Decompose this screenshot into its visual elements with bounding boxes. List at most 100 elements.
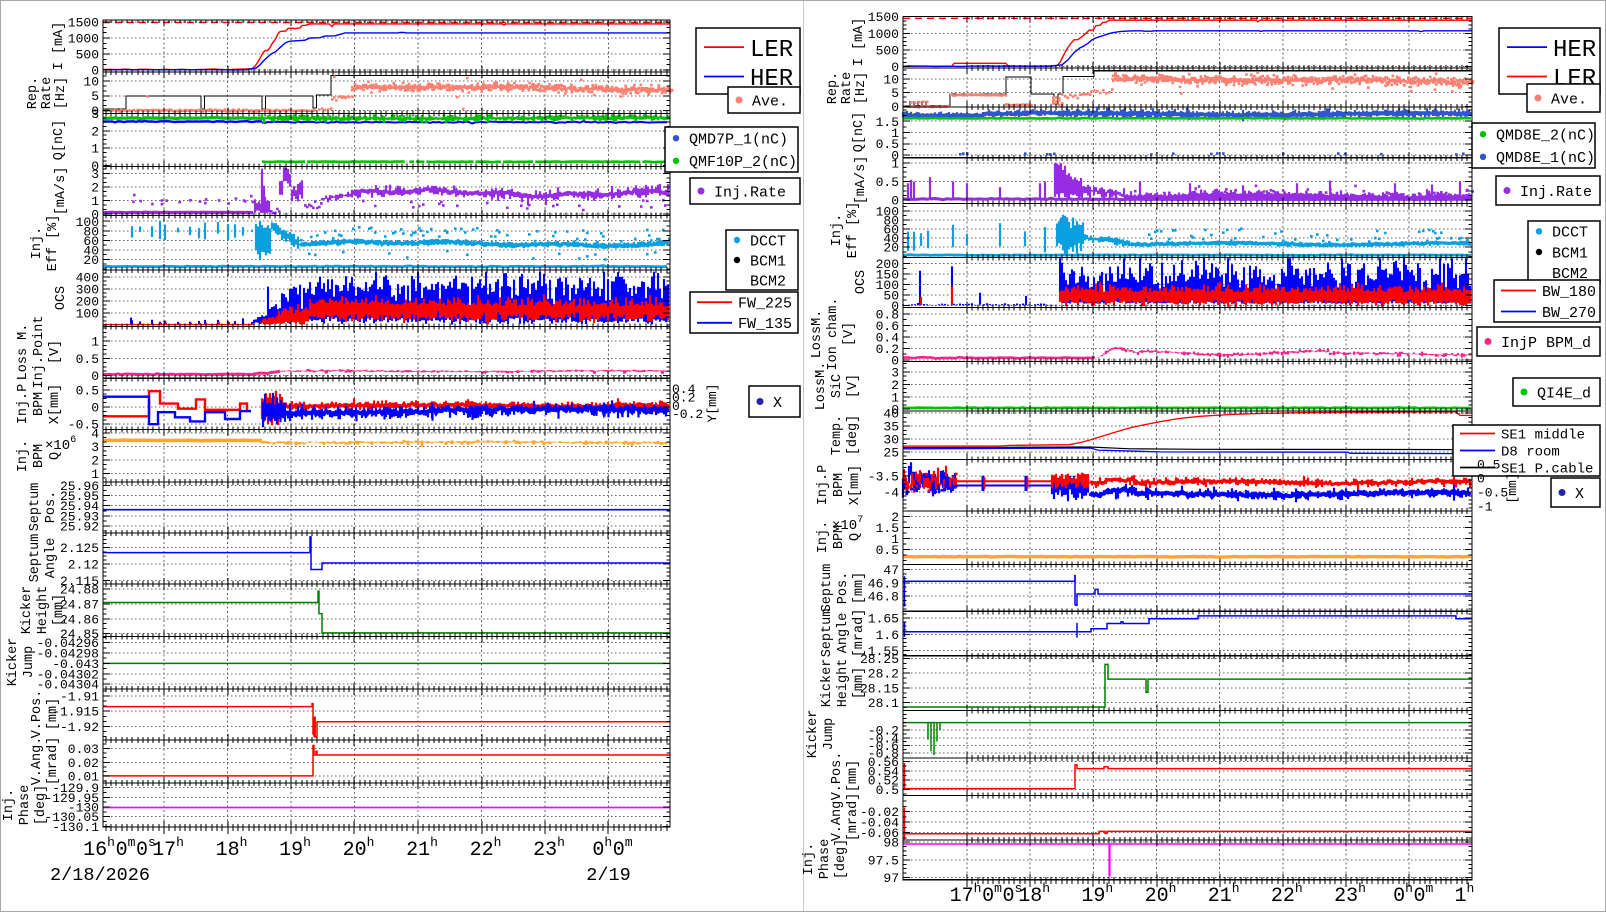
svg-text:LossM.: LossM. (814, 362, 829, 411)
svg-text:23h: 23h (1334, 881, 1366, 908)
svg-text:47: 47 (883, 563, 899, 578)
svg-text:[mm]: [mm] (1505, 472, 1520, 503)
svg-text:0.2: 0.2 (672, 390, 695, 405)
svg-text:28.1: 28.1 (868, 696, 899, 711)
svg-text:0.4: 0.4 (672, 382, 696, 397)
svg-text:[deg]: [deg] (834, 839, 849, 880)
svg-text:0.01: 0.01 (68, 770, 99, 785)
svg-text:35: 35 (883, 420, 899, 435)
svg-text:-0.06: -0.06 (860, 826, 899, 841)
svg-text:20h: 20h (343, 835, 375, 862)
svg-text:BCM2: BCM2 (750, 273, 786, 290)
svg-text:1.65: 1.65 (868, 612, 899, 627)
svg-text:60: 60 (883, 223, 899, 238)
svg-text:0.5: 0.5 (76, 383, 99, 398)
svg-text:QMD8E_1(nC): QMD8E_1(nC) (1496, 150, 1595, 167)
svg-text:SE1 P.cable: SE1 P.cable (1501, 462, 1593, 478)
svg-text:1: 1 (91, 142, 99, 157)
svg-text:100: 100 (76, 307, 99, 322)
svg-text:[mm]: [mm] (852, 667, 867, 699)
svg-text:OCS: OCS (854, 270, 869, 294)
svg-text:500: 500 (876, 43, 899, 58)
svg-text:40: 40 (883, 407, 899, 422)
svg-text:Kicker: Kicker (6, 638, 21, 687)
svg-text:-0.04298: -0.04298 (37, 647, 99, 662)
svg-text:17h 0m 0s: 17h 0m 0s (950, 881, 1023, 908)
svg-text:80: 80 (883, 213, 899, 228)
svg-text:0.54: 0.54 (868, 764, 899, 779)
svg-text:Septum: Septum (820, 564, 835, 613)
svg-text:BPM: BPM (832, 525, 847, 549)
svg-text:1h: 1h (1454, 881, 1474, 908)
svg-text:28.15: 28.15 (860, 681, 899, 696)
svg-text:Inj.: Inj. (830, 214, 845, 246)
svg-text:25.96: 25.96 (60, 479, 99, 494)
svg-text:21h: 21h (1208, 881, 1240, 908)
svg-text:-0.04296: -0.04296 (37, 636, 99, 651)
svg-text:0: 0 (891, 403, 899, 418)
svg-text:1: 1 (891, 126, 899, 141)
svg-text:LossM.: LossM. (810, 310, 825, 359)
svg-text:Y[mm]: Y[mm] (705, 383, 720, 422)
svg-text:25.95: 25.95 (60, 489, 99, 504)
svg-text:1000: 1000 (868, 27, 899, 42)
svg-text:-129.9: -129.9 (52, 781, 99, 796)
svg-text:I [mA]: I [mA] (852, 18, 867, 67)
svg-text:DCCT: DCCT (750, 233, 786, 250)
svg-text:Rep.: Rep. (26, 77, 41, 109)
svg-text:-0.04302: -0.04302 (37, 667, 99, 682)
svg-text:0: 0 (91, 159, 99, 174)
svg-text:10: 10 (883, 73, 899, 88)
svg-text:18h: 18h (1018, 881, 1050, 908)
svg-text:1.5: 1.5 (876, 521, 899, 536)
svg-text:4: 4 (91, 427, 99, 442)
svg-text:3: 3 (91, 107, 99, 122)
svg-text:[mm]: [mm] (852, 572, 867, 604)
svg-text:BPM: BPM (832, 473, 847, 497)
svg-text:SE1 middle: SE1 middle (1501, 428, 1585, 444)
svg-text:-130.05: -130.05 (44, 810, 99, 825)
svg-text:5: 5 (91, 89, 99, 104)
svg-text:-0.04: -0.04 (860, 816, 899, 831)
svg-text:28.2: 28.2 (868, 667, 899, 682)
svg-text:×106: ×106 (45, 435, 76, 454)
svg-text:-0.6: -0.6 (868, 739, 899, 754)
svg-text:[V]: [V] (48, 340, 63, 364)
svg-text:Inj.: Inj. (2, 789, 17, 821)
svg-text:Inj.: Inj. (30, 227, 45, 259)
svg-text:Q: Q (848, 533, 863, 541)
svg-text:20h: 20h (1145, 881, 1177, 908)
svg-text:×107: ×107 (832, 515, 863, 534)
svg-text:2/19: 2/19 (586, 865, 630, 886)
svg-text:[mm]: [mm] (46, 698, 61, 730)
svg-text:X: X (773, 395, 782, 412)
svg-text:100: 100 (876, 278, 899, 293)
svg-text:400: 400 (76, 271, 99, 286)
svg-text:50: 50 (883, 288, 899, 303)
svg-text:0.52: 0.52 (868, 774, 899, 789)
svg-text:Inj.Point: Inj.Point (32, 316, 47, 389)
svg-text:Inj.: Inj. (816, 521, 831, 553)
svg-text:[mrad]: [mrad] (46, 737, 61, 786)
svg-text:[mrad]: [mrad] (846, 793, 861, 842)
svg-text:Rate: Rate (40, 77, 55, 109)
svg-text:40: 40 (883, 232, 899, 247)
svg-text:Eff [%]: Eff [%] (46, 215, 61, 272)
svg-text:Phase: Phase (18, 785, 33, 826)
svg-text:[mm]: [mm] (846, 760, 861, 792)
svg-text:Inj.P: Inj.P (816, 465, 831, 506)
svg-text:1.6: 1.6 (876, 628, 899, 643)
svg-text:19h: 19h (1081, 881, 1113, 908)
svg-text:Phase: Phase (818, 839, 833, 880)
svg-text:0: 0 (91, 369, 99, 384)
svg-text:V.Pos.: V.Pos. (30, 690, 45, 739)
svg-text:OCS: OCS (54, 286, 69, 310)
svg-text:17h: 17h (152, 835, 184, 862)
svg-text:0: 0 (891, 194, 899, 209)
svg-text:-0.043: -0.043 (52, 657, 99, 672)
svg-text:20: 20 (883, 241, 899, 256)
svg-text:22h: 22h (470, 835, 502, 862)
svg-text:[mrad]: [mrad] (852, 609, 867, 658)
svg-text:-1.91: -1.91 (60, 690, 99, 705)
svg-text:3: 3 (891, 366, 899, 381)
